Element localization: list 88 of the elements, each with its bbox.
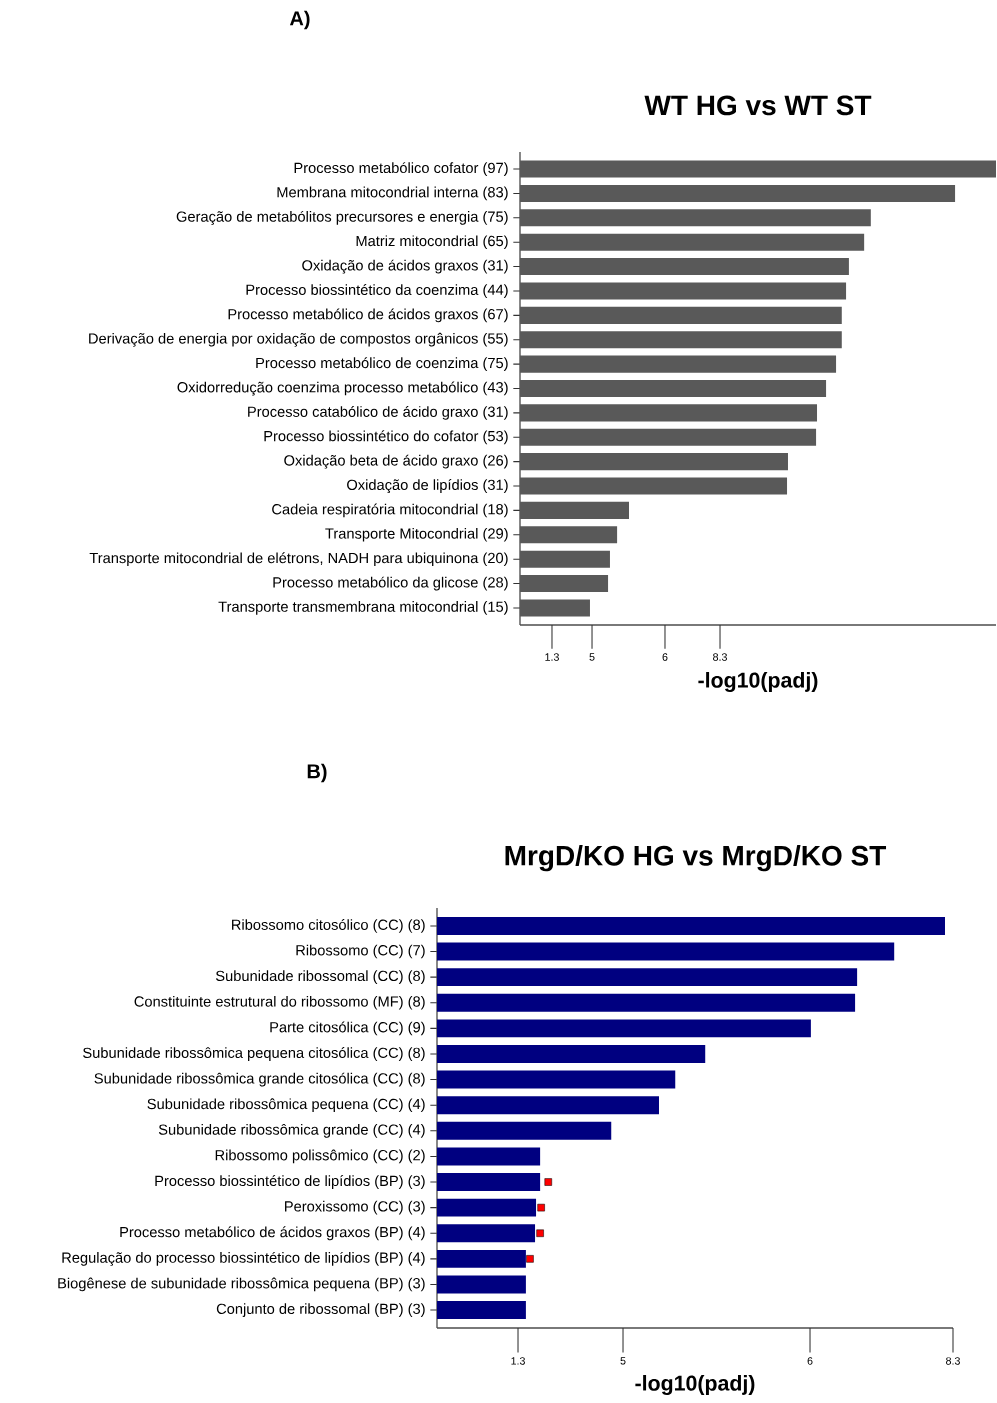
y-tick-label: Subunidade ribossomal (CC) (8) [215, 970, 425, 984]
bar [520, 233, 865, 251]
bar [520, 453, 788, 471]
text: 6 [807, 1357, 813, 1365]
y-tick-label: Processo metabólico da glicose (28) [273, 576, 508, 591]
text: A) [289, 10, 310, 30]
chart-title: MrgD/KO HG vs MrgD/KO ST [505, 845, 887, 872]
bar [520, 331, 842, 349]
y-tick-label: Derivação de energia por oxidação de compostos orgânicos (55) [89, 332, 508, 347]
point [537, 1203, 545, 1212]
bar [437, 1173, 541, 1191]
bar [437, 968, 858, 987]
y-tick-label: Processo biossintético de lipídios (BP) (3) [155, 1175, 425, 1189]
bar [437, 1019, 811, 1038]
bar [520, 575, 609, 593]
bar [437, 942, 895, 961]
y-tick-label: Matriz mitocondrial (65) [356, 235, 508, 250]
bar [520, 550, 610, 568]
y-tick-label: Oxidação de lipídios (31) [347, 479, 508, 493]
y-tick-label: Conjunto de ribossomal (BP) (3) [216, 1303, 425, 1317]
text: 5 [589, 653, 595, 661]
y-tick-label: Subunidade ribossômica pequena (CC) (4) [147, 1098, 425, 1113]
text: 6 [662, 653, 668, 661]
chart-title: WT HG vs WT ST [644, 95, 872, 116]
y-tick-label: Ribossomo (CC) (7) [296, 944, 425, 959]
y-tick-label: Oxidorredução coenzima processo metabólico (43) [177, 381, 508, 396]
y-tick-label: Regulação do processo biossintético de lipídios (BP) (4) [62, 1251, 425, 1266]
y-tick-label: Processo catabólico de ácido graxo (31) [248, 405, 508, 420]
y-tick-label: Processo biossintético do cofator (53) [264, 430, 508, 445]
bar [520, 526, 618, 544]
y-tick-label: Oxidação beta de ácido graxo (26) [284, 454, 508, 469]
y-tick-label: Subunidade ribossômica pequena citosólica (CC) (8) [83, 1047, 425, 1061]
bar [437, 1301, 526, 1320]
y-tick-label: Subunidade ribossômica grande (CC) (4) [158, 1123, 425, 1138]
text: 8.3 [946, 1357, 960, 1365]
bar [520, 501, 629, 519]
y-tick-label: Transporte transmembrana mitocondrial (15) [218, 601, 508, 615]
y-tick-label: Cadeia respiratória mitocondrial (18) [272, 503, 508, 518]
bar [437, 1249, 526, 1268]
bar [437, 1198, 537, 1217]
y-tick-label: Parte citosólica (CC) (9) [270, 1021, 425, 1036]
y-tick-label: Peroxissomo (CC) (3) [285, 1200, 425, 1215]
text: B) [307, 763, 327, 783]
bar [437, 1096, 659, 1115]
bar [437, 1147, 541, 1166]
y-tick-label: Processo metabólico cofator (97) [294, 162, 508, 176]
y-tick-label: Processo metabólico de coenzima (75) [256, 357, 508, 372]
point [536, 1229, 544, 1237]
bar [437, 916, 945, 935]
bar [437, 1121, 612, 1140]
bar [520, 477, 788, 495]
text: 1.3 [545, 653, 559, 661]
bar [520, 306, 842, 324]
y-tick-label: Biogênese de subunidade ribossômica pequena (BP) (3) [58, 1277, 425, 1292]
bar [520, 160, 996, 178]
x-axis-title: -log10(padj) [635, 1375, 755, 1395]
bar [520, 404, 818, 422]
point [526, 1255, 534, 1263]
bar [437, 1275, 526, 1294]
y-tick-label: Ribossomo citosólico (CC) (8) [232, 919, 425, 933]
bar [437, 1070, 676, 1089]
bar [520, 258, 849, 276]
bar [520, 428, 817, 446]
text: 5 [620, 1357, 626, 1365]
text: 1.3 [511, 1357, 525, 1365]
y-tick-label: Subunidade ribossômica grande citosólica (CC) (8) [94, 1072, 425, 1087]
y-tick-label: Processo metabólico de ácidos graxos (BP) (4) [120, 1226, 425, 1241]
y-tick-label: Membrana mitocondrial interna (83) [277, 186, 508, 201]
y-tick-label: Constituinte estrutural do ribossomo (MF) (8) [134, 995, 425, 1010]
bar [437, 993, 856, 1012]
y-tick-label: Transporte Mitocondrial (29) [325, 527, 508, 542]
bar [437, 1224, 536, 1243]
bar [437, 1045, 706, 1063]
bar [520, 599, 590, 617]
y-tick-label: Ribossomo polissômico (CC) (2) [215, 1149, 425, 1164]
bar [520, 209, 871, 227]
y-tick-label: Transporte mitocondrial de elétrons, NADH para ubiquinona (20) [89, 552, 508, 567]
y-tick-label: Oxidação de ácidos graxos (31) [302, 259, 508, 274]
bar [520, 355, 837, 373]
bar [520, 184, 956, 202]
bar [520, 282, 847, 300]
bar [520, 379, 827, 398]
y-tick-label: Processo biossintético da coenzima (44) [246, 284, 508, 298]
x-axis-title: -log10(padj) [698, 672, 818, 692]
y-tick-label: Geração de metabólitos precursores e energia (75) [176, 210, 508, 225]
text: 8.3 [713, 653, 727, 661]
point [544, 1178, 552, 1186]
y-tick-label: Processo metabólico de ácidos graxos (67) [228, 308, 508, 323]
